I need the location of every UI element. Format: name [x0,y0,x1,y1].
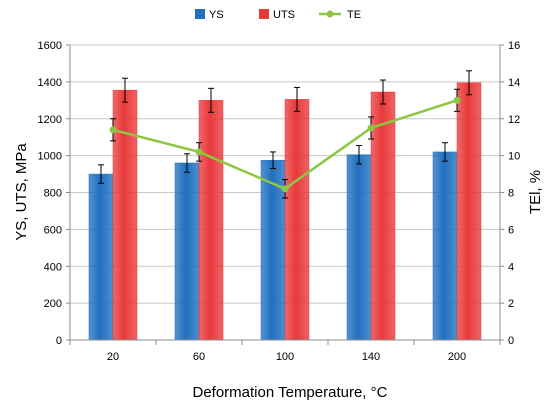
y-tick-label: 0 [56,335,62,347]
y-tick-label: 400 [44,261,62,273]
x-tick-label: 20 [107,351,119,363]
legend-swatch-uts [259,9,269,19]
y2-tick-label: 10 [508,151,520,163]
x-axis-label: Deformation Temperature, °C [193,384,388,401]
x-tick-label: 200 [448,351,466,363]
bar-uts [456,82,482,341]
y2-tick-label: 8 [508,188,514,200]
y-tick-label: 1000 [38,151,62,163]
y-axis-label: YS, UTS, MPa [13,143,30,241]
point-te [195,148,203,156]
y2-tick-label: 0 [508,335,514,347]
legend-swatch-ys [195,9,205,19]
y2-tick-label: 14 [508,77,520,89]
legend-marker-te [326,10,334,18]
te-line [109,88,461,199]
bar-uts [112,89,138,341]
y-tick-label: 1600 [38,40,62,52]
bar-ys [88,173,114,341]
x-tick-label: 100 [276,351,294,363]
tick-labels: 0 200 400 600 800 1000 1200 1400 1600 0 2 4 6 8 10 12 14… [38,40,521,363]
y-tick-label: 800 [44,188,62,200]
x-tick-label: 60 [193,351,205,363]
x-tick-label: 140 [362,351,380,363]
y-tick-label: 200 [44,298,62,310]
bar-ys [432,151,458,341]
y2-tick-label: 4 [508,261,514,273]
y2-tick-label: 6 [508,224,514,236]
y2-tick-label: 16 [508,40,520,52]
point-te [109,126,117,134]
point-te [453,96,461,104]
bar-ys [260,159,286,341]
legend-label-te: TE [347,9,361,21]
bar-uts [370,91,396,341]
y2-axis-label: TEl, % [527,170,544,214]
legend-label-ys: YS [209,9,224,21]
bar-uts [284,99,310,341]
point-te [281,185,289,193]
bar-ys [346,154,372,341]
y-tick-label: 1200 [38,114,62,126]
legend-label-uts: UTS [273,9,295,21]
bar-ys [174,162,200,341]
bar-uts [198,100,224,341]
axes [66,44,504,345]
y2-tick-label: 2 [508,298,514,310]
y-tick-label: 1400 [38,77,62,89]
y2-tick-label: 12 [508,114,520,126]
point-te [367,124,375,132]
legend: YS UTS TE [195,9,361,21]
y-tick-label: 600 [44,224,62,236]
